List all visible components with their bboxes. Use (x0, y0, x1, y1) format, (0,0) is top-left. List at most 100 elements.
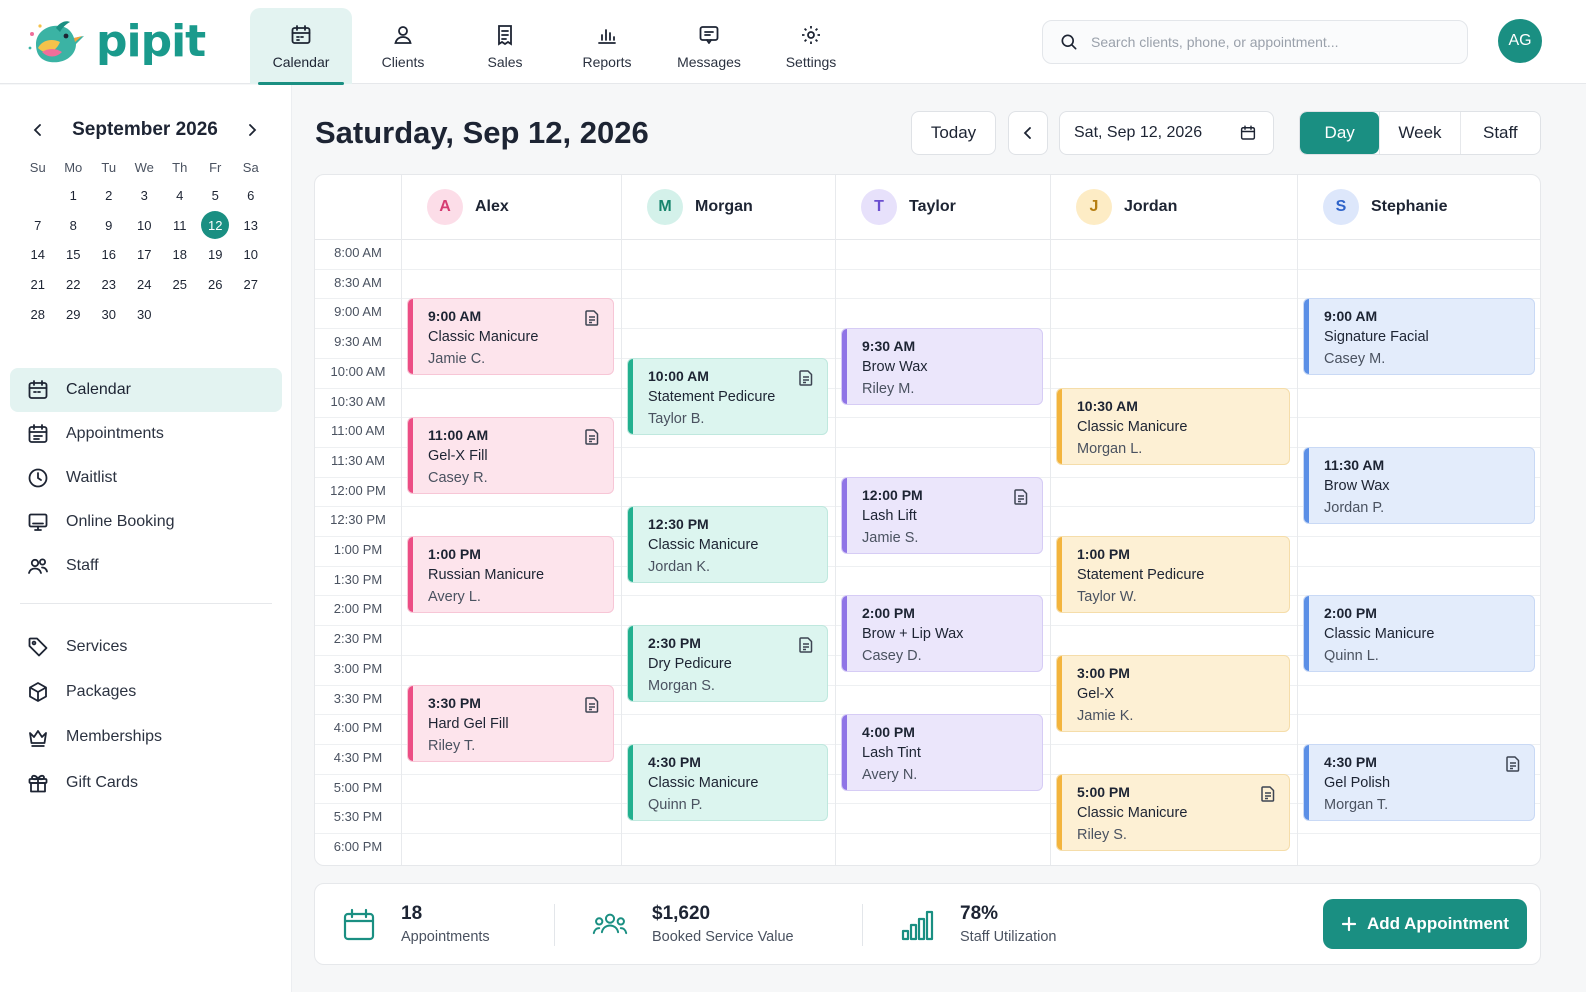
mini-calendar-day[interactable]: 2 (91, 181, 127, 211)
mini-calendar-day[interactable]: 10 (127, 211, 163, 241)
nav-reports[interactable]: Reports (556, 8, 658, 84)
appointment-service: Brow Wax (1324, 478, 1390, 494)
appointment-time: 12:30 PM (648, 516, 709, 532)
mini-calendar-day[interactable]: 12 (198, 211, 234, 241)
sidebar-item-gift-cards[interactable]: Gift Cards (10, 760, 282, 805)
today-button[interactable]: Today (911, 111, 996, 155)
nav-settings[interactable]: Settings (760, 8, 862, 84)
mini-calendar-day[interactable]: 30 (91, 299, 127, 329)
sidebar-item-appointments[interactable]: Appointments (10, 412, 282, 456)
staff-header-alex[interactable]: A Alex (401, 175, 621, 239)
staff-name: Jordan (1124, 198, 1178, 215)
mini-calendar-day[interactable]: 15 (56, 240, 92, 270)
appointment-card[interactable]: 4:30 PM Classic Manicure Quinn P. (627, 744, 828, 821)
mini-calendar-day[interactable]: 25 (162, 270, 198, 300)
staff-header-stephanie[interactable]: S Stephanie (1297, 175, 1540, 239)
prev-month-button[interactable] (28, 120, 48, 140)
view-week-button[interactable]: Week (1379, 112, 1459, 154)
mini-calendar-day[interactable]: 16 (91, 240, 127, 270)
appointment-card[interactable]: 9:30 AM Brow Wax Riley M. (841, 328, 1043, 405)
appointment-card[interactable]: 2:00 PM Classic Manicure Quinn L. (1303, 595, 1535, 672)
staff-header-morgan[interactable]: M Morgan (621, 175, 835, 239)
sidebar-item-online-booking[interactable]: Online Booking (10, 500, 282, 544)
mini-calendar-day[interactable]: 26 (198, 270, 234, 300)
mini-calendar-day[interactable]: 22 (56, 270, 92, 300)
appointment-card[interactable]: 3:30 PM Hard Gel Fill Riley T. (407, 685, 614, 762)
staff-header-taylor[interactable]: T Taylor (835, 175, 1050, 239)
sidebar-item-memberships[interactable]: Memberships (10, 715, 282, 760)
sidebar-item-packages[interactable]: Packages (10, 669, 282, 714)
plus-icon (1341, 916, 1357, 932)
mini-calendar-day[interactable]: 9 (91, 211, 127, 241)
sidebar-item-calendar[interactable]: Calendar (10, 368, 282, 412)
time-slot-divider (315, 298, 1540, 299)
staff-header-jordan[interactable]: J Jordan (1050, 175, 1297, 239)
appointment-card[interactable]: 9:00 AM Signature Facial Casey M. (1303, 298, 1535, 375)
date-picker[interactable]: Sat, Sep 12, 2026 (1059, 111, 1274, 155)
mini-calendar-day[interactable]: 23 (91, 270, 127, 300)
clock-icon (28, 468, 48, 488)
day-number: 24 (137, 277, 152, 293)
appointment-card[interactable]: 1:00 PM Russian Manicure Avery L. (407, 536, 614, 613)
mini-calendar-day[interactable]: 4 (162, 181, 198, 211)
appointment-card[interactable]: 1:00 PM Statement Pedicure Taylor W. (1056, 536, 1290, 613)
appointment-card[interactable]: 10:30 AM Classic Manicure Morgan L. (1056, 388, 1290, 465)
nav-calendar[interactable]: Calendar (250, 8, 352, 85)
mini-calendar-day[interactable]: 29 (56, 299, 92, 329)
appointment-card[interactable]: 3:00 PM Gel-X Jamie K. (1056, 655, 1290, 732)
sidebar-item-staff[interactable]: Staff (10, 544, 282, 588)
appointment-card[interactable]: 10:00 AM Statement Pedicure Taylor B. (627, 358, 828, 435)
add-appointment-button[interactable]: Add Appointment (1323, 899, 1527, 949)
nav-clients[interactable]: Clients (352, 8, 454, 84)
day-number: 28 (30, 306, 45, 322)
mini-calendar-day[interactable]: 30 (127, 299, 163, 329)
mini-calendar-day[interactable]: 8 (56, 211, 92, 241)
appointment-client: Jordan P. (1324, 499, 1385, 516)
mini-calendar-day[interactable]: 11 (162, 211, 198, 241)
search-input[interactable] (1091, 34, 1451, 50)
appointment-card[interactable]: 2:30 PM Dry Pedicure Morgan S. (627, 625, 828, 702)
nav-messages[interactable]: Messages (658, 8, 760, 84)
brand-logo[interactable]: pipit (26, 14, 206, 70)
time-label: 10:30 AM (330, 394, 386, 409)
appointment-card[interactable]: 4:00 PM Lash Tint Avery N. (841, 714, 1043, 791)
mini-calendar-day[interactable]: 3 (127, 181, 163, 211)
appointment-card[interactable]: 5:00 PM Classic Manicure Riley S. (1056, 774, 1290, 851)
appointment-card[interactable]: 12:30 PM Classic Manicure Jordan K. (627, 506, 828, 583)
mini-calendar-day[interactable]: 24 (127, 270, 163, 300)
view-staff-button[interactable]: Staff (1459, 112, 1540, 154)
prev-day-button[interactable] (1008, 111, 1048, 155)
mini-calendar-day[interactable]: 27 (233, 270, 269, 300)
appointment-client: Riley T. (428, 737, 476, 754)
mini-calendar-day[interactable]: 6 (233, 181, 269, 211)
appointment-time: 3:30 PM (428, 695, 481, 711)
mini-calendar-day[interactable]: 17 (127, 240, 163, 270)
mini-calendar-day[interactable]: 10 (233, 240, 269, 270)
nav-sales[interactable]: Sales (454, 8, 556, 84)
view-day-button[interactable]: Day (1300, 112, 1380, 154)
sidebar-item-services[interactable]: Services (10, 624, 282, 669)
mini-calendar-day[interactable]: 5 (198, 181, 234, 211)
mini-calendar-day[interactable]: 14 (20, 240, 56, 270)
mini-calendar-day[interactable]: 21 (20, 270, 56, 300)
appointment-card[interactable]: 11:30 AM Brow Wax Jordan P. (1303, 447, 1535, 524)
sidebar: September 2026 Su Mo Tu We Th Fr Sa 1 2 3 4 5 6 7 8 9 10… (0, 85, 292, 992)
next-month-button[interactable] (242, 120, 262, 140)
appointment-card[interactable]: 12:00 PM Lash Lift Jamie S. (841, 477, 1043, 554)
mini-calendar-day[interactable]: 18 (162, 240, 198, 270)
sidebar-item-waitlist[interactable]: Waitlist (10, 456, 282, 500)
mini-calendar-day[interactable]: 1 (56, 181, 92, 211)
appointment-card[interactable]: 2:00 PM Brow + Lip Wax Casey D. (841, 595, 1043, 672)
appointment-service: Statement Pedicure (648, 389, 776, 405)
mini-calendar-day[interactable]: 19 (198, 240, 234, 270)
day-number: 17 (137, 247, 152, 263)
appointment-card[interactable]: 4:30 PM Gel Polish Morgan T. (1303, 744, 1535, 821)
mini-calendar-day[interactable]: 28 (20, 299, 56, 329)
appointment-card[interactable]: 9:00 AM Classic Manicure Jamie C. (407, 298, 614, 375)
mini-calendar-day[interactable]: 7 (20, 211, 56, 241)
appointment-card[interactable]: 11:00 AM Gel-X Fill Casey R. (407, 417, 614, 494)
appointment-client: Taylor B. (648, 410, 705, 427)
mini-calendar-day[interactable]: 13 (233, 211, 269, 241)
day-number: 23 (101, 277, 116, 293)
user-avatar[interactable]: AG (1498, 19, 1542, 63)
